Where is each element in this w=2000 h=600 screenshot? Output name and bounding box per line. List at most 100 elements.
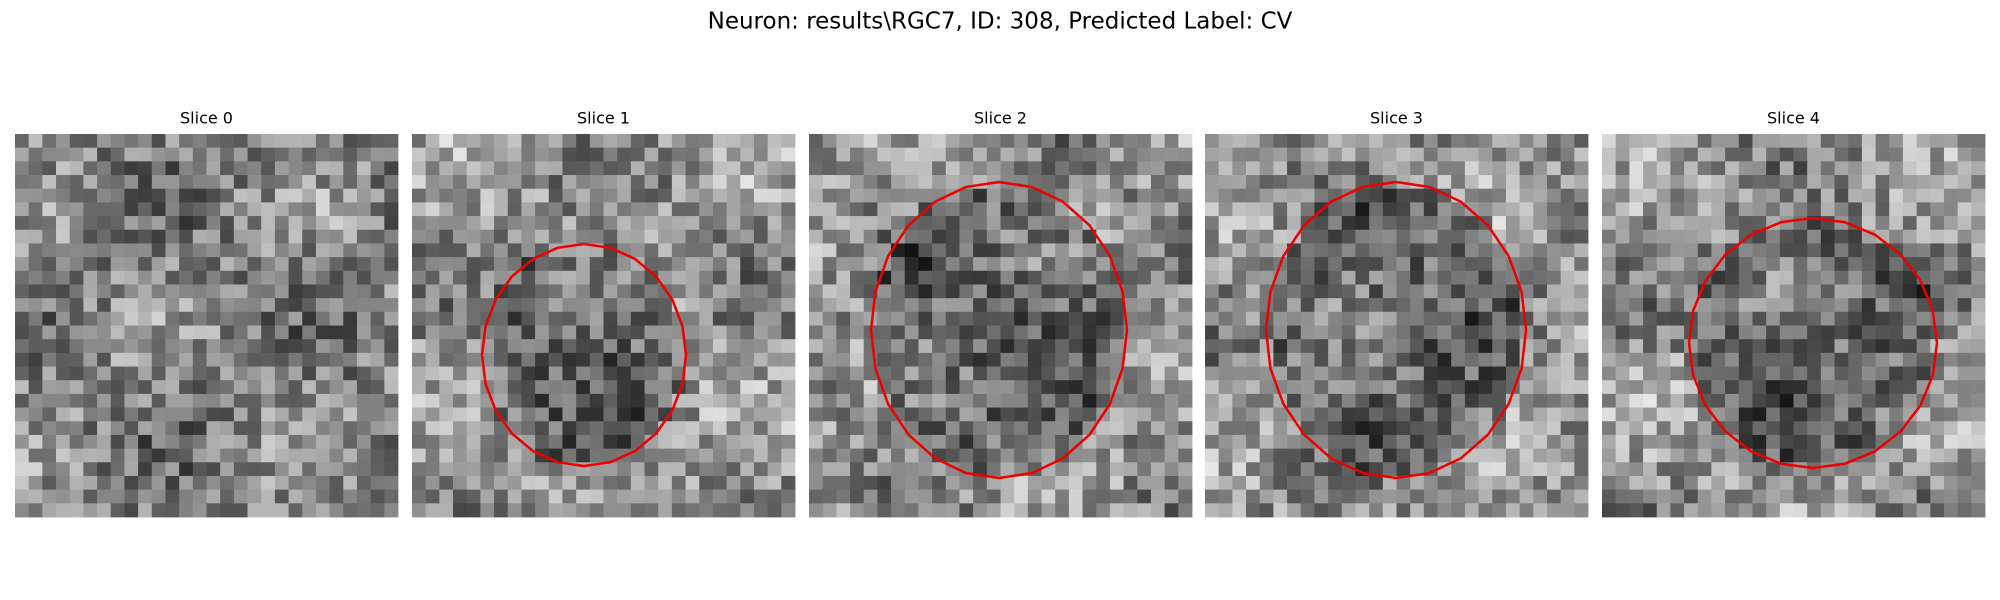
pixel xyxy=(1232,352,1247,367)
pixel xyxy=(1615,243,1630,258)
pixel xyxy=(863,216,878,231)
pixel xyxy=(1779,134,1794,149)
pixel xyxy=(1848,134,1863,149)
pixel xyxy=(480,407,495,422)
pixel xyxy=(315,270,331,285)
pixel xyxy=(1382,161,1397,176)
pixel xyxy=(165,489,180,504)
pixel xyxy=(671,352,686,367)
pixel xyxy=(548,366,563,381)
pixel xyxy=(1478,175,1493,190)
pixel xyxy=(1355,434,1370,450)
pixel xyxy=(1314,229,1329,244)
pixel xyxy=(466,503,481,518)
pixel xyxy=(850,134,865,149)
pixel xyxy=(1793,134,1808,149)
pixel xyxy=(836,503,851,518)
pixel xyxy=(603,475,618,491)
pixel xyxy=(343,175,358,190)
pixel xyxy=(1684,216,1699,231)
pixel xyxy=(1218,434,1233,450)
pixel xyxy=(384,448,399,463)
pixel xyxy=(1492,475,1507,491)
pixel xyxy=(370,147,385,162)
pixel xyxy=(1943,202,1959,217)
pixel xyxy=(356,161,372,176)
pixel xyxy=(1505,366,1521,381)
pixel xyxy=(918,229,933,244)
pixel xyxy=(1793,434,1808,450)
pixel xyxy=(1055,407,1070,422)
pixel xyxy=(233,147,248,162)
pixel xyxy=(1697,421,1712,436)
pixel xyxy=(1519,407,1534,422)
pixel xyxy=(1766,489,1781,504)
pixel xyxy=(1150,270,1166,285)
pixel xyxy=(439,339,454,354)
pixel xyxy=(1341,421,1356,436)
pixel xyxy=(1464,352,1479,367)
pixel xyxy=(1752,421,1767,436)
pixel xyxy=(288,298,303,313)
pixel xyxy=(1355,257,1370,272)
pixel xyxy=(179,161,194,176)
pixel xyxy=(247,134,262,149)
pixel xyxy=(165,311,180,326)
pixel xyxy=(603,216,618,231)
pixel xyxy=(767,298,782,313)
pixel xyxy=(28,434,43,450)
pixel xyxy=(1492,188,1507,203)
pixel xyxy=(712,188,728,203)
pixel xyxy=(1396,434,1411,450)
pixel xyxy=(1341,229,1356,244)
pixel xyxy=(110,311,125,326)
pixel xyxy=(753,134,769,149)
pixel xyxy=(1861,311,1876,326)
pixel xyxy=(165,298,180,313)
pixel xyxy=(138,257,153,272)
pixel xyxy=(1205,202,1220,217)
pixel xyxy=(1615,284,1630,299)
pixel xyxy=(1930,298,1945,313)
pixel xyxy=(1957,325,1972,340)
pixel xyxy=(42,421,57,436)
pixel xyxy=(1451,229,1466,244)
pixel xyxy=(1041,421,1056,436)
pixel xyxy=(1478,448,1493,463)
pixel xyxy=(740,175,755,190)
pixel xyxy=(1629,325,1644,340)
pixel xyxy=(1629,434,1644,450)
pixel xyxy=(1437,339,1452,354)
pixel xyxy=(1423,161,1438,176)
pixel xyxy=(712,325,728,340)
pixel xyxy=(288,393,303,408)
pixel xyxy=(753,147,769,162)
pixel xyxy=(603,503,618,518)
pixel xyxy=(1014,188,1029,203)
pixel xyxy=(726,216,741,231)
pixel xyxy=(179,311,194,326)
pixel xyxy=(466,380,481,395)
pixel xyxy=(1615,489,1630,504)
pixel xyxy=(836,270,851,285)
pixel xyxy=(1848,352,1863,367)
pixel xyxy=(548,503,563,518)
pixel xyxy=(1615,434,1630,450)
pixel xyxy=(863,134,878,149)
pixel xyxy=(1314,147,1329,162)
pixel xyxy=(1014,134,1029,149)
pixel xyxy=(1246,161,1261,176)
pixel xyxy=(1300,489,1315,504)
pixel xyxy=(1096,393,1111,408)
pixel xyxy=(42,134,57,149)
pixel xyxy=(1246,462,1261,477)
pixel xyxy=(138,475,153,491)
pixel xyxy=(329,366,344,381)
pixel xyxy=(1971,188,1986,203)
pixel xyxy=(1218,448,1233,463)
pixel xyxy=(1492,462,1507,477)
pixel xyxy=(69,202,84,217)
pixel xyxy=(836,202,851,217)
pixel xyxy=(1752,339,1767,354)
pixel xyxy=(220,311,235,326)
